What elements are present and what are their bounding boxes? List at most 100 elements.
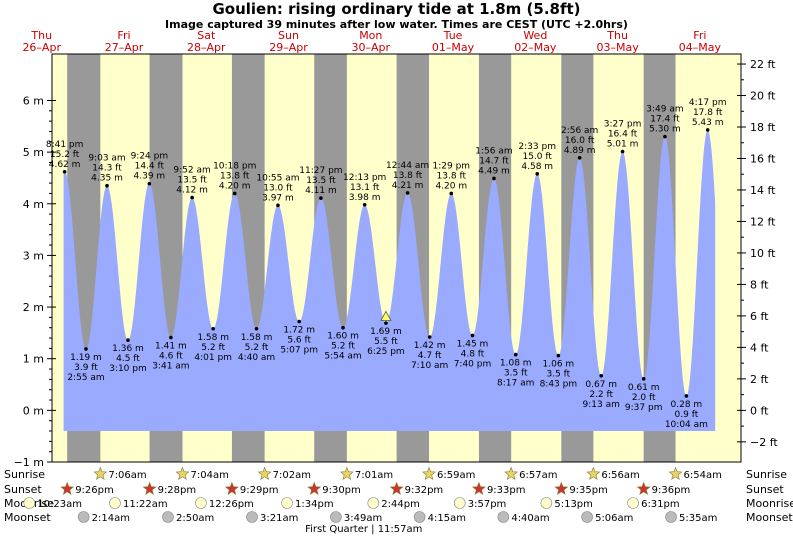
sunset-star-icon: [554, 481, 569, 495]
moonset-time-label: 4:15am: [428, 513, 466, 524]
moonrise-circle-icon: [109, 497, 121, 509]
moonset-time-label: 4:40am: [511, 513, 549, 524]
tide-point: [663, 134, 667, 139]
tide-point: [470, 333, 475, 338]
tide-point: [427, 335, 432, 339]
moonrise-time-label: 11:22am: [123, 499, 168, 510]
tide-time-label: 9:52 am: [173, 166, 210, 176]
day-label-dow: Fri: [693, 29, 706, 42]
moonrise-time-label: 2:44pm: [381, 499, 420, 510]
tide-ft-label: 4.5 ft: [116, 354, 140, 364]
tide-time-label: 4:01 pm: [194, 353, 232, 363]
plot-frame: [51, 53, 742, 463]
moonset-circle-icon: [497, 511, 510, 523]
tide-time-label: 12:13 pm: [343, 173, 386, 183]
tide-time-label: 5:07 pm: [280, 346, 318, 356]
tide-ft-label: 14.3 ft: [92, 164, 122, 174]
tide-point: [297, 319, 302, 324]
y-right-tick-label: 10 ft: [750, 247, 776, 260]
moonset-time-label: 5:35am: [679, 513, 717, 524]
tide-point: [232, 191, 237, 196]
tide-point: [492, 176, 496, 181]
tide-point: [84, 347, 88, 351]
tide-ft-label: 13.8 ft: [437, 171, 467, 181]
tide-ft-label: 16.4 ft: [608, 130, 638, 140]
tide-m-label: 4.49 m: [478, 166, 510, 176]
tide-time-label: 8:43 pm: [540, 380, 578, 390]
sunrise-star-icon: [175, 466, 190, 480]
day-label-dow: Fri: [117, 29, 130, 42]
tide-m-label: 3.97 m: [262, 193, 294, 203]
tide-m-label: 0.67 m: [585, 380, 617, 390]
moonrise-time-label: 3:57pm: [468, 499, 507, 510]
moonset-time-label: 3:21am: [260, 513, 298, 524]
sunset-star-icon: [224, 481, 239, 495]
tide-point: [190, 195, 194, 200]
day-label-date: 04–May: [679, 41, 722, 54]
tide-m-label: 4.58 m: [521, 162, 553, 172]
moonrise-circle-icon: [540, 497, 553, 509]
tide-ft-label: 13.5 ft: [306, 176, 336, 186]
tide-point: [577, 156, 582, 160]
tide-ft-label: 3.9 ft: [74, 363, 98, 373]
sunrise-row-label-right: Sunrise: [746, 468, 787, 481]
tide-time-label: 2:56 am: [561, 126, 598, 136]
tide-ft-label: 3.5 ft: [546, 370, 570, 380]
day-label-dow: Sat: [197, 29, 216, 42]
sunset-star-icon: [60, 481, 75, 495]
tide-m-label: 1.08 m: [500, 359, 532, 369]
tide-time-label: 3:41 am: [152, 362, 189, 372]
tide-time-label: 9:24 pm: [131, 152, 169, 162]
tide-point: [319, 196, 323, 200]
tide-time-label: 9:37 pm: [625, 403, 663, 413]
sunset-row-label-left: Sunset: [4, 483, 42, 496]
moonrise-row-label-right: Moonrise: [746, 497, 793, 510]
tide-m-label: 1.06 m: [543, 360, 575, 370]
sunrise-time-label: 7:01am: [355, 470, 393, 481]
current-tide-marker: [380, 310, 392, 321]
tide-time-label: 12:44 am: [386, 161, 429, 171]
tide-time-label: 1:29 pm: [433, 161, 471, 171]
tide-time-label: 6:25 pm: [367, 347, 405, 357]
sunrise-time-label: 6:56am: [601, 470, 639, 481]
tide-point: [599, 373, 604, 378]
tide-time-label: 5:54 am: [324, 352, 361, 362]
tide-ft-label: 13.8 ft: [220, 171, 250, 181]
moonset-time-label: 2:50am: [176, 513, 214, 524]
tide-time-label: 3:27 pm: [604, 120, 642, 130]
tide-m-label: 0.61 m: [628, 383, 660, 393]
day-label-date: 29–Apr: [269, 41, 308, 54]
moonset-circle-icon: [330, 511, 342, 523]
sunrise-star-icon: [668, 466, 683, 480]
tide-m-label: 1.36 m: [112, 344, 144, 354]
tide-point: [449, 191, 454, 196]
sunset-time-label: 9:26pm: [75, 485, 114, 496]
tide-m-label: 4.11 m: [305, 186, 337, 196]
tide-m-label: 4.21 m: [392, 181, 424, 191]
tide-m-label: 5.30 m: [649, 125, 681, 135]
moonrise-circle-icon: [367, 497, 380, 509]
sunset-row-label-right: Sunset: [746, 483, 784, 496]
tide-time-label: 4:17 pm: [689, 98, 727, 108]
y-left-tick-label: 6 m: [23, 94, 44, 107]
tide-ft-label: 2.2 ft: [589, 390, 613, 400]
tide-ft-label: 5.2 ft: [201, 343, 225, 353]
moonrise-time-label: 12:26pm: [209, 499, 254, 510]
tide-time-label: 7:10 am: [411, 361, 448, 371]
tide-ft-label: 5.2 ft: [331, 342, 355, 352]
day-label-date: 01–May: [432, 41, 475, 54]
tide-m-label: 1.72 m: [283, 326, 315, 336]
sunrise-star-icon: [257, 466, 272, 480]
tide-m-label: 4.35 m: [91, 174, 123, 184]
tide-time-label: 3:10 pm: [109, 364, 147, 374]
tide-point: [211, 326, 215, 331]
moon-phase-label: First Quarter | 11:57am: [305, 524, 422, 535]
tide-point: [684, 394, 689, 398]
tide-time-label: 9:03 am: [88, 154, 125, 164]
y-left-tick-label: 1 m: [23, 353, 44, 366]
tide-m-label: 4.20 m: [435, 181, 467, 191]
axes: −1 m 0 m 1 m 2 m 3 m 4 m 5 m 6 m −2 ft 0 ft 2 ft 4 …: [14, 53, 778, 469]
sunset-time-label: 9:35pm: [569, 485, 608, 496]
y-left-tick-label: 0 m: [23, 404, 44, 417]
